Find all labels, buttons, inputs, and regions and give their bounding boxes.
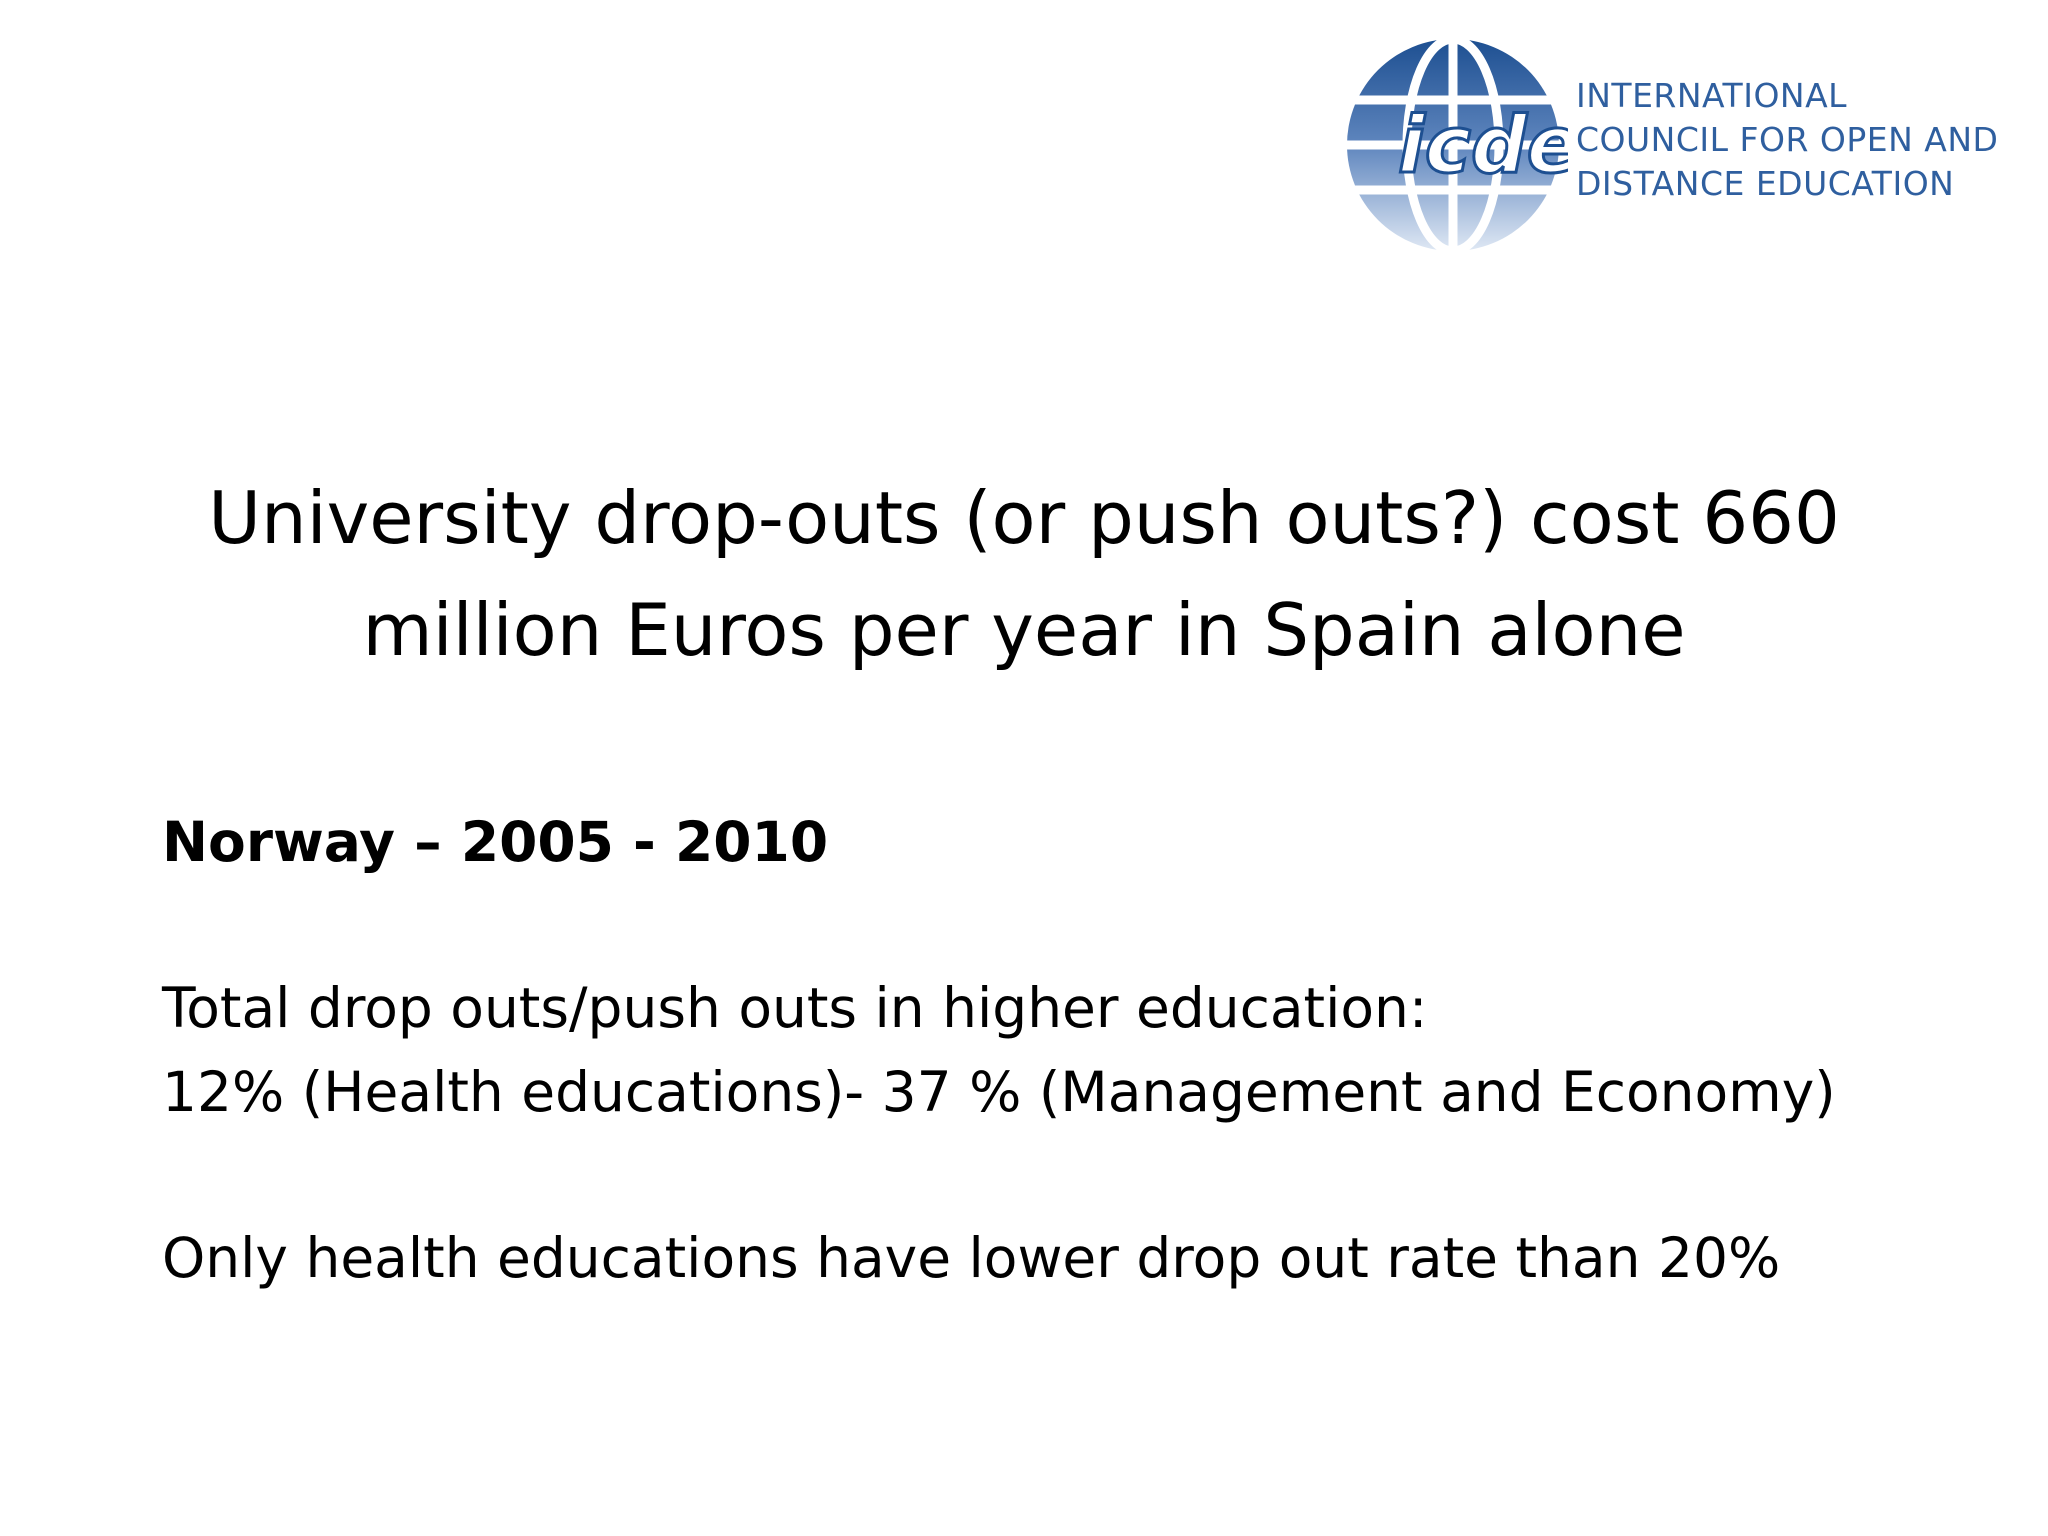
body-line-total: Total drop outs/push outs in higher educ… [162, 976, 1428, 1040]
globe-icon: icde [1347, 34, 1568, 256]
icde-logo: icde INTERNATIONAL COUNCIL FOR OPEN AND … [1338, 30, 2028, 260]
spacer [162, 884, 1942, 966]
logo-line-1: INTERNATIONAL [1576, 76, 1848, 115]
logo-mark: icde [1398, 101, 1568, 191]
slide-title: University drop-outs (or push outs?) cos… [208, 476, 1840, 672]
logo-text: INTERNATIONAL COUNCIL FOR OPEN AND DISTA… [1576, 74, 1998, 206]
body-line-range: 12% (Health educations)- 37 % (Managemen… [162, 1060, 1836, 1124]
logo-line-3: DISTANCE EDUCATION [1576, 164, 1955, 203]
body-heading: Norway – 2005 - 2010 [162, 810, 829, 874]
spacer [162, 1134, 1942, 1216]
logo-line-2: COUNCIL FOR OPEN AND [1576, 120, 1999, 159]
body-line-health: Only health educations have lower drop o… [162, 1226, 1781, 1290]
slide-body: Norway – 2005 - 2010 Total drop outs/pus… [162, 800, 1942, 1300]
